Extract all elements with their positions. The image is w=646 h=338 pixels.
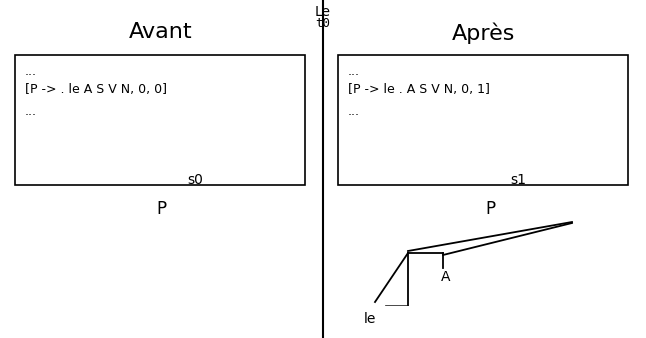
Text: Avant: Avant (129, 22, 193, 42)
Text: ...: ... (25, 105, 37, 118)
Bar (338, 55, 628, 185)
Text: P: P (485, 200, 495, 218)
Text: Le: Le (315, 5, 331, 19)
Bar (15, 55, 305, 185)
Text: t0: t0 (315, 17, 331, 30)
Text: s0: s0 (187, 173, 203, 187)
Text: [P -> le . A S V N, 0, 1]: [P -> le . A S V N, 0, 1] (348, 83, 490, 96)
Text: s1: s1 (510, 173, 526, 187)
Text: A: A (441, 270, 451, 284)
Text: ...: ... (348, 65, 360, 78)
Text: ...: ... (348, 105, 360, 118)
Text: [P -> . le A S V N, 0, 0]: [P -> . le A S V N, 0, 0] (25, 83, 167, 96)
Text: le: le (364, 312, 376, 326)
Text: ...: ... (25, 65, 37, 78)
Text: Après: Après (452, 22, 516, 44)
Text: P: P (156, 200, 166, 218)
